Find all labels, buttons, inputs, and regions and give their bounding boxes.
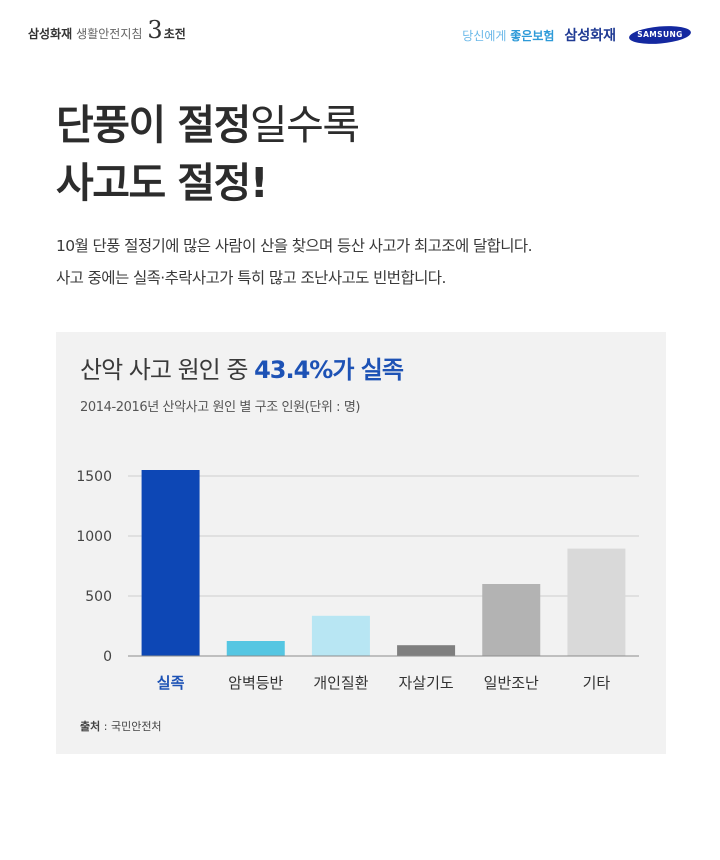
- chart-subtitle: 2014-2016년 산악사고 원인 별 구조 인원(단위 : 명): [80, 400, 361, 415]
- page-headline: 단풍이 절정일수록 사고도 절정!: [56, 96, 360, 212]
- x-category-label: 일반조난: [484, 674, 539, 692]
- x-category-label: 암벽등반: [228, 674, 283, 692]
- series-suffix: 초전: [163, 26, 186, 41]
- bar-chart: 0 500 1000 1500 실족 암벽등반 개인질환 자살기도 일반조난 기타: [76, 469, 639, 692]
- series-name: 생활안전지침: [76, 26, 143, 41]
- series-brand[interactable]: 삼성화재 생활안전지침 3 초전: [28, 18, 186, 42]
- samsung-logo-text: SAMSUNG: [637, 30, 683, 39]
- bar-1: [141, 470, 200, 656]
- source-value: 국민안전처: [110, 720, 162, 733]
- series-number: 3: [147, 16, 163, 44]
- intro-text: 10월 단풍 절정기에 많은 사람이 산을 찾으며 등산 사고가 최고조에 달합…: [56, 230, 533, 294]
- series-brand-label: 삼성화재: [28, 26, 73, 41]
- slogan-part2: 좋은보험: [510, 28, 555, 43]
- samsung-logo-ellipse-icon: [629, 26, 691, 44]
- intro-line2: 사고 중에는 실족·추락사고가 특히 많고 조난사고도 빈번합니다.: [56, 269, 446, 287]
- bar-5: [482, 584, 541, 656]
- y-tick-label: 1500: [76, 469, 112, 485]
- y-tick-label: 500: [85, 589, 112, 605]
- slogan: 당신에게 좋은보험: [462, 27, 554, 44]
- source-separator: :: [100, 720, 111, 733]
- intro-line1: 10월 단풍 절정기에 많은 사람이 산을 찾으며 등산 사고가 최고조에 달합…: [56, 237, 533, 255]
- bar-4: [397, 645, 456, 656]
- y-tick-label: 1000: [76, 529, 112, 545]
- company-name: 삼성화재: [564, 28, 616, 44]
- x-category-label: 개인질환: [313, 674, 368, 692]
- headline-line2-bold: 사고도 절정!: [56, 159, 269, 207]
- slogan-part1: 당신에게: [462, 28, 507, 43]
- source-label: 출처: [80, 720, 101, 733]
- headline-line2: 사고도 절정!: [56, 154, 359, 212]
- chart-panel: 산악 사고 원인 중 43.4%가 실족 2014-2016년 산악사고 원인 …: [56, 332, 666, 754]
- x-category-label: 실족: [157, 674, 185, 692]
- headline-line1-normal: 일수록: [249, 101, 360, 149]
- bar-2: [226, 641, 285, 656]
- chart-title-text: 산악 사고 원인 중: [80, 356, 248, 384]
- company-brand: 당신에게 좋은보험 삼성화재 SAMSUNG: [462, 24, 692, 46]
- chart-title-highlight: 43.4%가 실족: [254, 356, 404, 384]
- header: 삼성화재 생활안전지침 3 초전 당신에게 좋은보험 삼성화재 SAMSUNG: [0, 0, 720, 60]
- samsung-logo[interactable]: SAMSUNG: [628, 24, 692, 46]
- bar-3: [311, 615, 370, 656]
- chart-title: 산악 사고 원인 중 43.4%가 실족: [80, 350, 404, 385]
- x-category-label: 기타: [583, 674, 611, 692]
- headline-line1: 단풍이 절정일수록: [56, 96, 360, 154]
- x-category-label: 자살기도: [398, 674, 453, 692]
- headline-line1-bold: 단풍이 절정: [56, 101, 251, 149]
- bar-6: [567, 548, 626, 656]
- y-tick-label: 0: [103, 649, 112, 665]
- source-note: 출처 : 국민안전처: [80, 718, 162, 734]
